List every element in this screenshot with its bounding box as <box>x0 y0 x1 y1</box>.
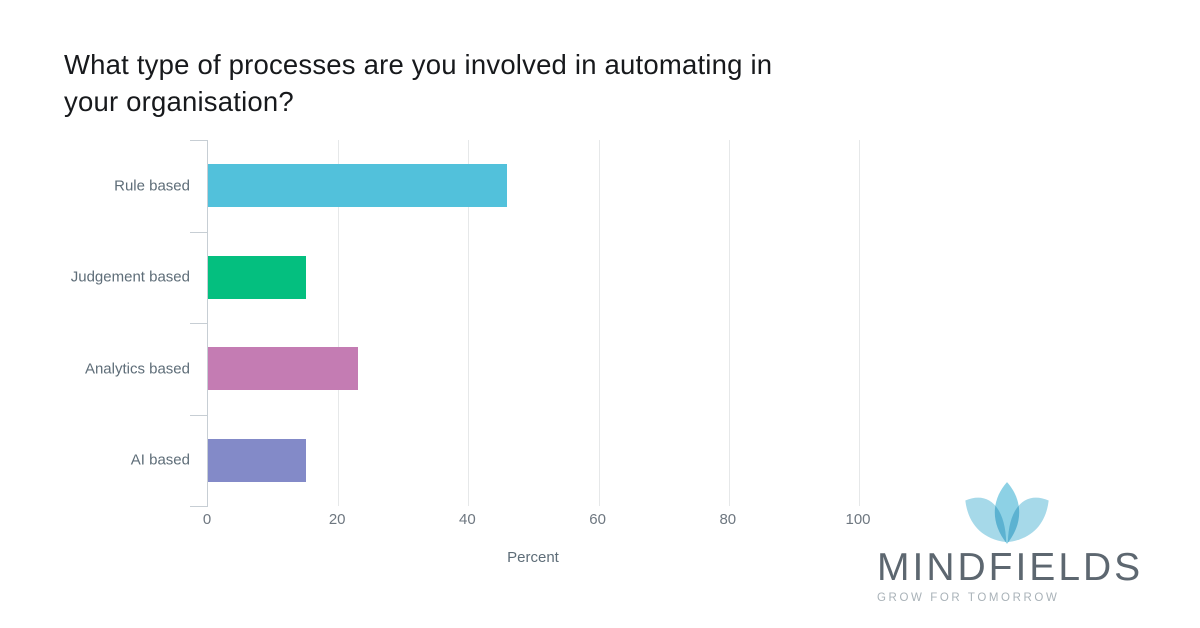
y-axis-boundary-tick <box>190 323 208 324</box>
x-tick-label: 100 <box>845 511 871 528</box>
category-label: Judgement based <box>70 268 190 286</box>
bar-analytics-based <box>208 347 358 391</box>
y-axis-boundary-tick <box>190 232 208 233</box>
y-axis-boundary-tick <box>190 506 208 507</box>
x-tick-label: 60 <box>589 511 606 528</box>
gridline <box>728 140 730 506</box>
y-axis-boundary-tick <box>190 415 208 416</box>
lotus-middle-petal <box>994 482 1020 544</box>
plot-area <box>190 140 945 507</box>
x-axis-title: Percent <box>507 549 559 566</box>
x-axis-tick-labels: 0 20 40 60 80 100 <box>203 511 944 531</box>
chart-title: What type of processes are you involved … <box>64 49 773 117</box>
bar-ai-based <box>208 438 306 482</box>
x-tick-label: 80 <box>719 511 737 528</box>
lotus-flower-icon <box>965 482 1049 544</box>
logo-wordmark: MINDFIELDS <box>877 546 1144 589</box>
gridline <box>859 140 860 506</box>
category-label: Analytics based <box>84 360 190 378</box>
x-tick-label: 0 <box>202 511 212 528</box>
category-label: Rule based <box>114 177 190 195</box>
y-axis-category-labels: Rule based Judgement based Analytics based… <box>0 140 190 506</box>
x-tick-label: 20 <box>328 511 346 528</box>
gridline <box>338 140 340 506</box>
mindfields-logo: MINDFIELDS GROW FOR TOMORROW <box>877 480 1155 604</box>
category-label: AI based <box>130 451 190 469</box>
gridline <box>598 140 600 506</box>
bar-judgement-based <box>208 255 306 299</box>
gridline <box>468 140 470 506</box>
bar-rule-based <box>208 164 508 208</box>
y-axis-boundary-tick <box>190 140 208 141</box>
logo-tagline: GROW FOR TOMORROW <box>877 592 1060 604</box>
x-tick-label: 40 <box>459 511 476 528</box>
